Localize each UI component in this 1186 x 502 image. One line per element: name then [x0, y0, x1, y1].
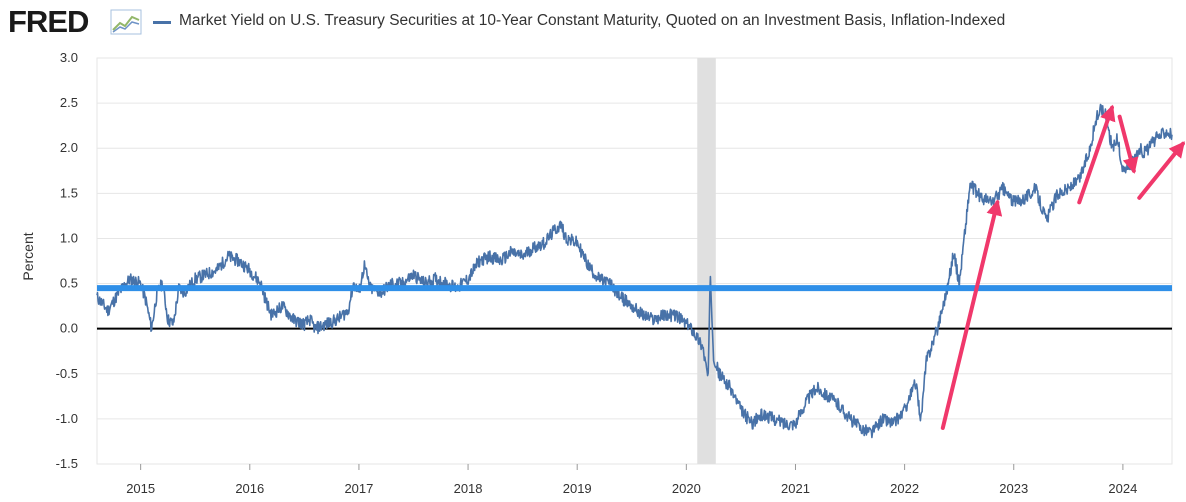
x-tick-label: 2022 [890, 481, 919, 496]
x-tick-label: 2018 [454, 481, 483, 496]
x-tick-label: 2017 [344, 481, 373, 496]
y-tick-label: 0.5 [60, 276, 78, 291]
recession-shading [697, 58, 716, 464]
y-tick-label: -1.0 [56, 411, 78, 426]
y-tick-label: 2.5 [60, 95, 78, 110]
y-tick-label: 3.0 [60, 50, 78, 65]
y-tick-label: 0.0 [60, 321, 78, 336]
series-line [96, 103, 1173, 439]
y-tick-label: -1.5 [56, 456, 78, 471]
line-chart: 3.0 2.5 2.0 1.5 1.0 0.5 0.0 -0.5 -1.0 -1.5 2015 201… [20, 50, 1185, 496]
plot-area [96, 57, 1173, 465]
annotation-arrow [1137, 141, 1185, 200]
x-tick-label: 2020 [672, 481, 701, 496]
y-tick-label: -0.5 [56, 366, 78, 381]
y-tick-label: 2.0 [60, 140, 78, 155]
legend-swatch [153, 21, 171, 24]
annotation-arrow [1117, 114, 1139, 174]
x-tick-label: 2023 [999, 481, 1028, 496]
x-tick-label: 2019 [563, 481, 592, 496]
annotation-arrow [940, 199, 1003, 430]
fred-logo[interactable]: FRED [8, 4, 89, 39]
legend-series-label[interactable]: Market Yield on U.S. Treasury Securities… [179, 12, 1006, 29]
y-tick-label: 1.5 [60, 185, 78, 200]
fred-chart-icon [110, 9, 142, 35]
x-tick-label: 2016 [235, 481, 264, 496]
x-tick-label: 2015 [126, 481, 155, 496]
x-tick-label: 2024 [1108, 481, 1137, 496]
chart-header: FRED Market Yield on U.S. Treasury Secur… [0, 0, 1186, 46]
y-tick-label: 1.0 [60, 230, 78, 245]
annotation-arrow [1077, 104, 1116, 205]
y-axis-label: Percent [20, 232, 36, 280]
x-tick-label: 2021 [781, 481, 810, 496]
